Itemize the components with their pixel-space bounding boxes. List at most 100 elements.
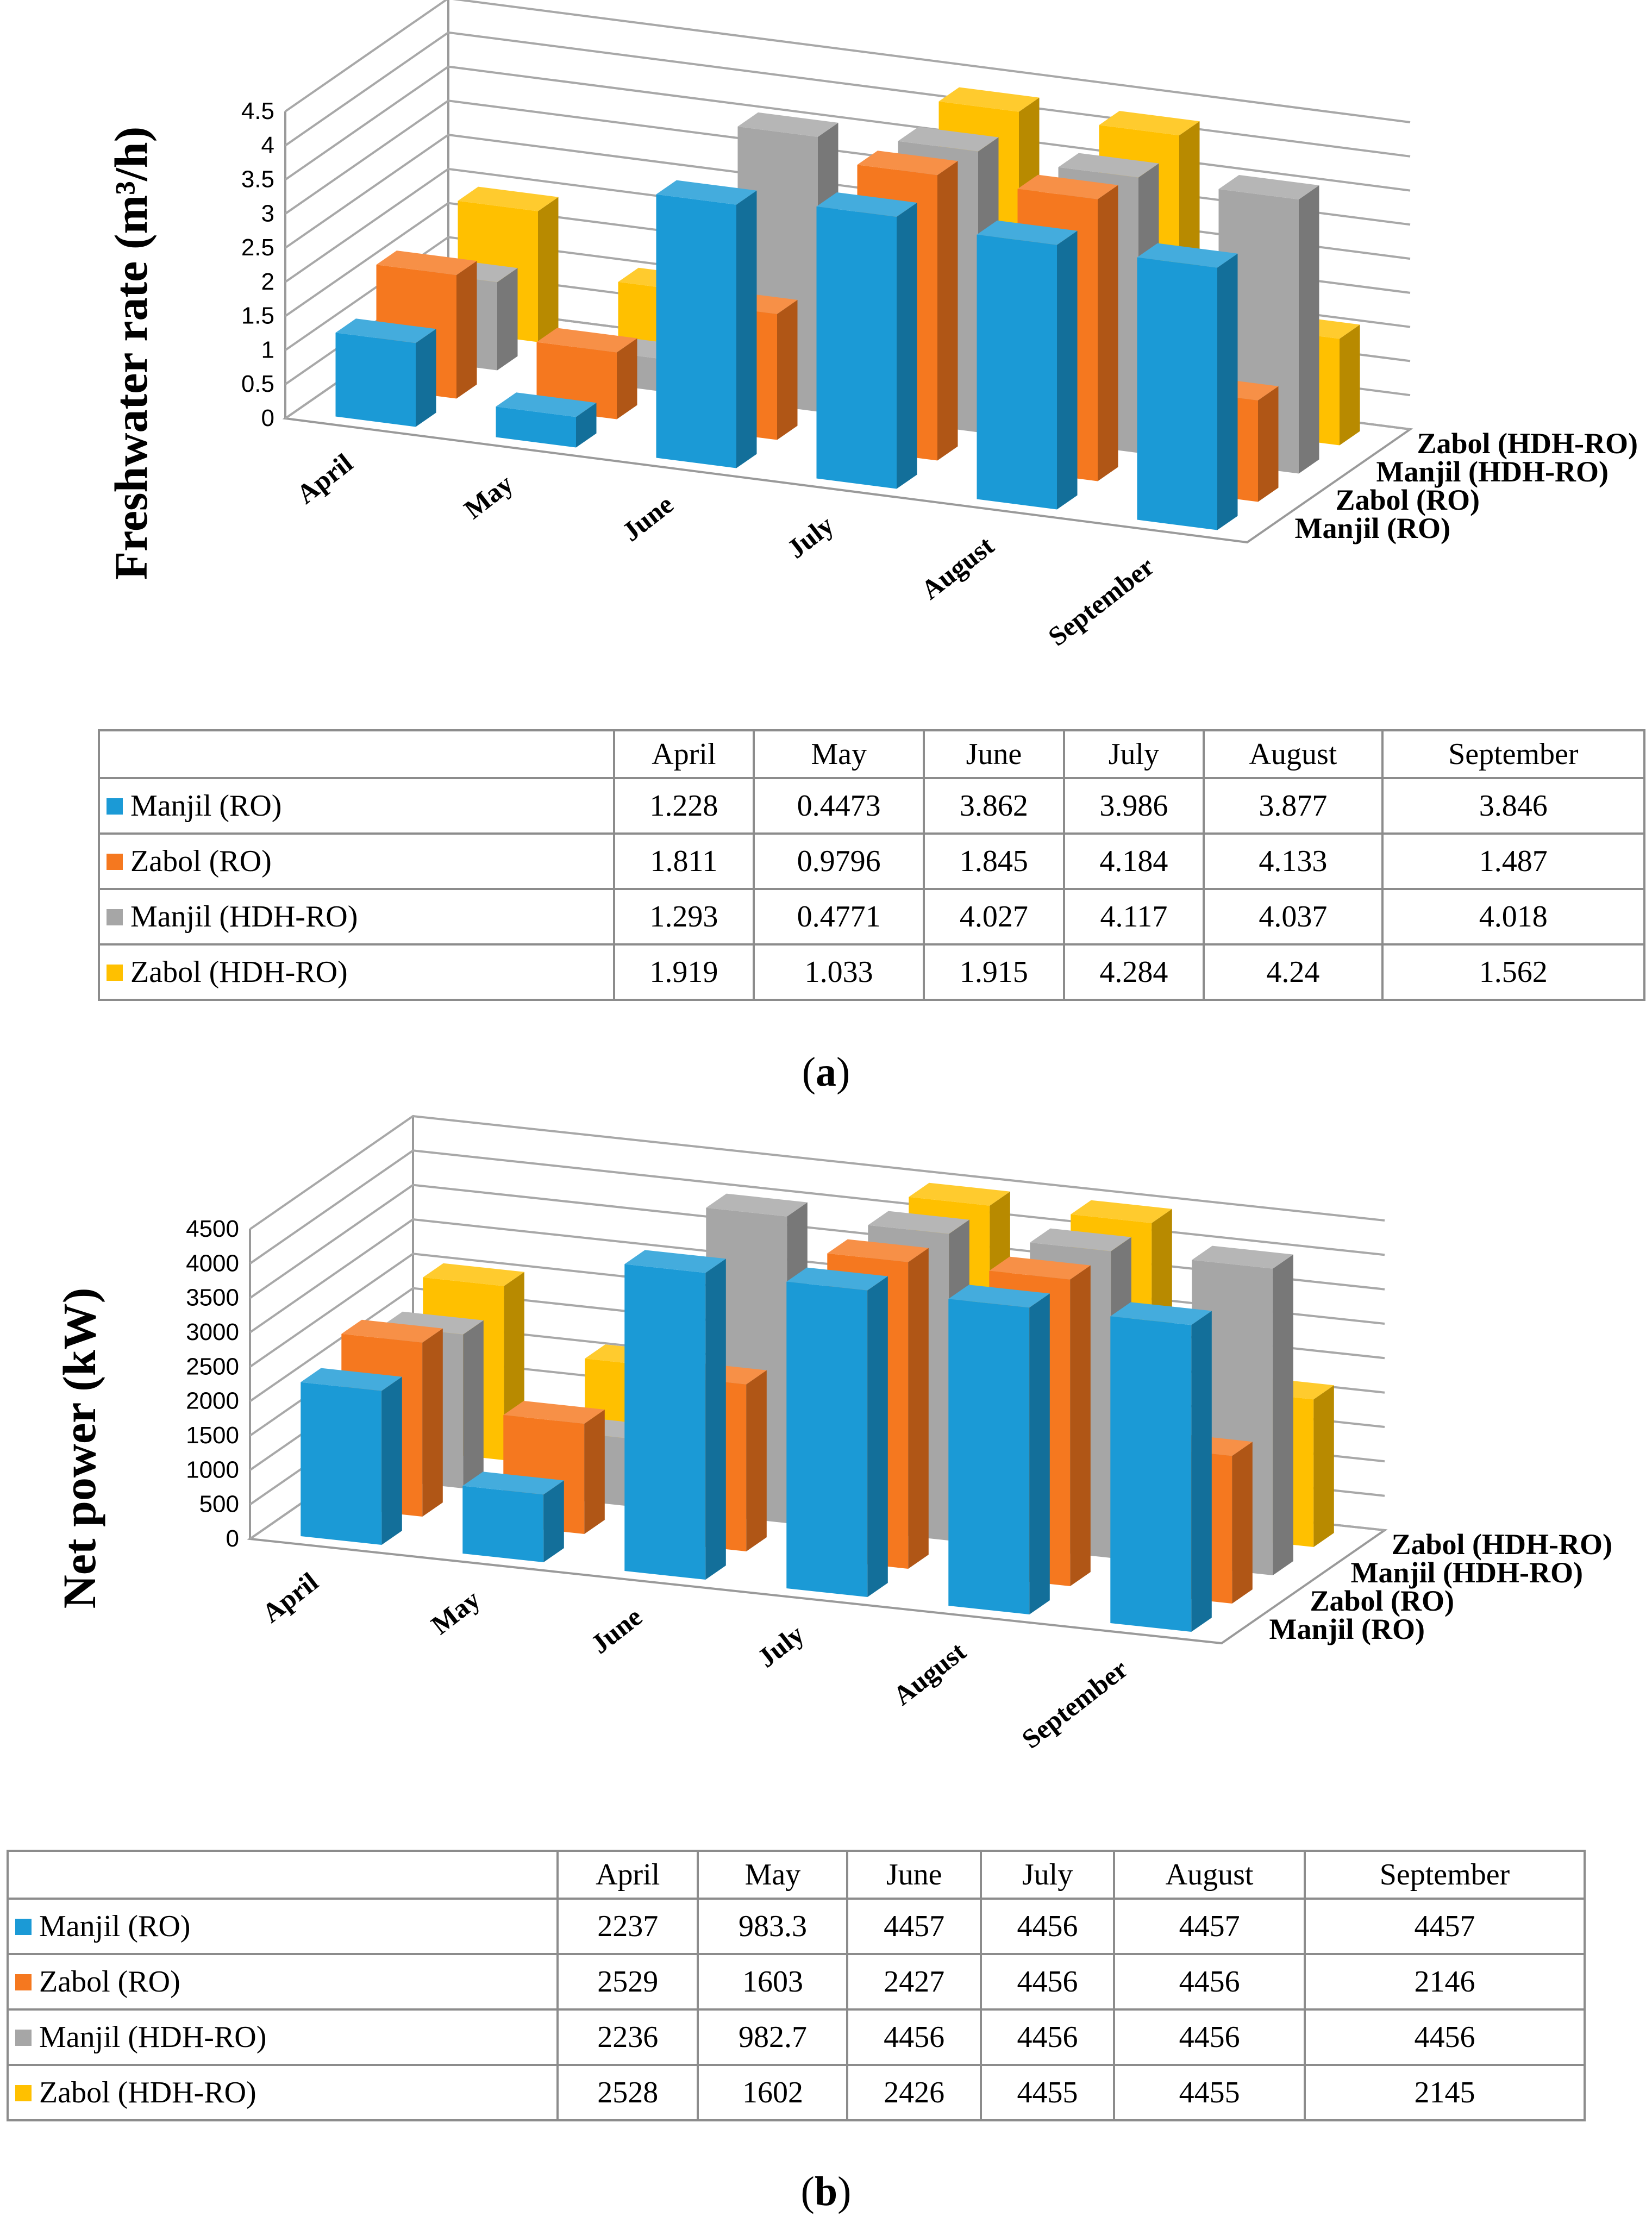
category-label: June bbox=[616, 489, 679, 547]
bar-top bbox=[335, 318, 436, 343]
table-cell: 983.3 bbox=[697, 1898, 849, 1955]
bar-side bbox=[908, 1248, 929, 1569]
bar-side bbox=[705, 1258, 726, 1580]
table-cell: 4.284 bbox=[1062, 943, 1205, 1001]
table-row: Zabol (RO) 1.811 0.9796 1.845 4.184 4.13… bbox=[98, 832, 1646, 890]
series-label: Zabol (HDH-RO) bbox=[1417, 427, 1638, 460]
y-tick-label: 0.5 bbox=[241, 371, 274, 397]
table-cell: 1.228 bbox=[612, 777, 755, 835]
y-tick-label: 1000 bbox=[186, 1456, 239, 1483]
bar-front bbox=[462, 1486, 544, 1562]
table-cell: 2236 bbox=[556, 2008, 699, 2066]
table-cell: 1.811 bbox=[612, 832, 755, 890]
bar-top bbox=[656, 180, 757, 205]
bar-side bbox=[416, 329, 436, 427]
bar-top bbox=[536, 328, 637, 353]
table-header-row: April May June July August September bbox=[98, 729, 1646, 779]
legend-swatch bbox=[107, 965, 123, 981]
bar-top bbox=[898, 127, 999, 152]
series-name-cell: Manjil (RO) bbox=[98, 777, 615, 835]
bar-top bbox=[301, 1368, 402, 1391]
gridline bbox=[249, 1114, 1385, 1230]
bar-side bbox=[777, 299, 798, 440]
bar-side bbox=[897, 203, 917, 489]
bar-side bbox=[456, 261, 477, 399]
category-label: April bbox=[291, 447, 358, 509]
bar-top bbox=[496, 392, 597, 417]
y-tick-label: 2.5 bbox=[241, 234, 274, 261]
y-tick-label: 2500 bbox=[186, 1353, 239, 1380]
y-tick-label: 3.5 bbox=[241, 166, 274, 193]
bar-top bbox=[827, 1239, 929, 1262]
series-label: Zabol (RO) bbox=[1310, 1585, 1455, 1617]
bar-front bbox=[624, 1264, 706, 1580]
table-header: June bbox=[846, 1850, 982, 1900]
bar bbox=[816, 192, 917, 489]
table-cell: 4.133 bbox=[1203, 832, 1384, 890]
bar bbox=[301, 1368, 402, 1545]
y-axis-title: Net power (kW) bbox=[53, 1288, 105, 1609]
bar-top bbox=[423, 1263, 524, 1286]
gridline bbox=[284, 65, 1411, 192]
table-cell: 0.4473 bbox=[753, 777, 925, 835]
caption-letter: a bbox=[816, 1049, 836, 1095]
table-cell: 1.487 bbox=[1381, 832, 1646, 890]
table-row: Zabol (RO) 2529 1603 2427 4456 4456 2146 bbox=[7, 1953, 1586, 2011]
bar-side bbox=[1057, 230, 1078, 510]
category-label: May bbox=[458, 468, 518, 525]
series-name: Zabol (RO) bbox=[130, 844, 272, 878]
y-tick-label: 4.5 bbox=[241, 98, 274, 124]
table-cell: 4456 bbox=[979, 1953, 1116, 2011]
table-cell: 3.877 bbox=[1203, 777, 1384, 835]
table-cell: 1602 bbox=[697, 2064, 849, 2121]
table-header-row: April May June July August September bbox=[7, 1850, 1586, 1900]
legend-swatch bbox=[107, 798, 123, 815]
y-axis-title: Freshwater rate (m³/h) bbox=[105, 127, 157, 580]
series-name: Zabol (RO) bbox=[39, 1965, 180, 1999]
bar-side bbox=[746, 1370, 767, 1551]
table-cell: 4457 bbox=[846, 1898, 982, 1955]
bar-front bbox=[1110, 1316, 1192, 1632]
bar-side bbox=[381, 1376, 402, 1545]
table-cell: 1603 bbox=[697, 1953, 849, 2011]
bar-top bbox=[909, 1182, 1010, 1206]
figure-caption-b: (b) bbox=[800, 2169, 852, 2214]
bar-top bbox=[462, 1472, 564, 1495]
legend-swatch bbox=[15, 1974, 32, 1991]
bar bbox=[1137, 243, 1238, 530]
bar bbox=[948, 1285, 1050, 1614]
bar-front bbox=[496, 406, 576, 448]
series-label: Zabol (HDH-RO) bbox=[1392, 1528, 1613, 1561]
bar bbox=[335, 318, 436, 427]
series-name: Manjil (RO) bbox=[39, 1909, 191, 1943]
bar-top bbox=[857, 151, 958, 176]
bar-side bbox=[617, 338, 637, 419]
y-tick-label: 3000 bbox=[186, 1319, 239, 1345]
series-name-cell: Zabol (HDH-RO) bbox=[98, 943, 615, 1001]
table-cell: 3.862 bbox=[923, 777, 1065, 835]
table-row: Manjil (HDH-RO) 1.293 0.4771 4.027 4.117… bbox=[98, 888, 1646, 946]
bar-top bbox=[737, 112, 838, 137]
table-header: April bbox=[556, 1850, 699, 1900]
y-tick-label: 1500 bbox=[186, 1422, 239, 1449]
table-cell: 4.027 bbox=[923, 888, 1065, 946]
bar-side bbox=[1258, 386, 1279, 502]
table-row: Manjil (HDH-RO) 2236 982.7 4456 4456 445… bbox=[7, 2008, 1586, 2066]
table-header: June bbox=[923, 729, 1065, 779]
table-cell: 0.9796 bbox=[753, 832, 925, 890]
category-label: June bbox=[585, 1601, 647, 1660]
table-header: April bbox=[612, 729, 755, 779]
bar-side bbox=[867, 1276, 888, 1597]
bar-front bbox=[301, 1382, 382, 1545]
bar-front bbox=[816, 206, 897, 489]
table-cell: 1.915 bbox=[923, 943, 1065, 1001]
y-tick-label: 2000 bbox=[186, 1388, 239, 1414]
table-corner bbox=[7, 1850, 559, 1900]
category-label: August bbox=[887, 1636, 972, 1711]
series-label: Manjil (HDH-RO) bbox=[1351, 1556, 1583, 1589]
bar-top bbox=[1071, 1200, 1172, 1223]
table-cell: 982.7 bbox=[697, 2008, 849, 2066]
bar bbox=[496, 392, 597, 448]
table-row: Zabol (HDH-RO) 1.919 1.033 1.915 4.284 4… bbox=[98, 943, 1646, 1001]
table-cell: 2237 bbox=[556, 1898, 699, 1955]
